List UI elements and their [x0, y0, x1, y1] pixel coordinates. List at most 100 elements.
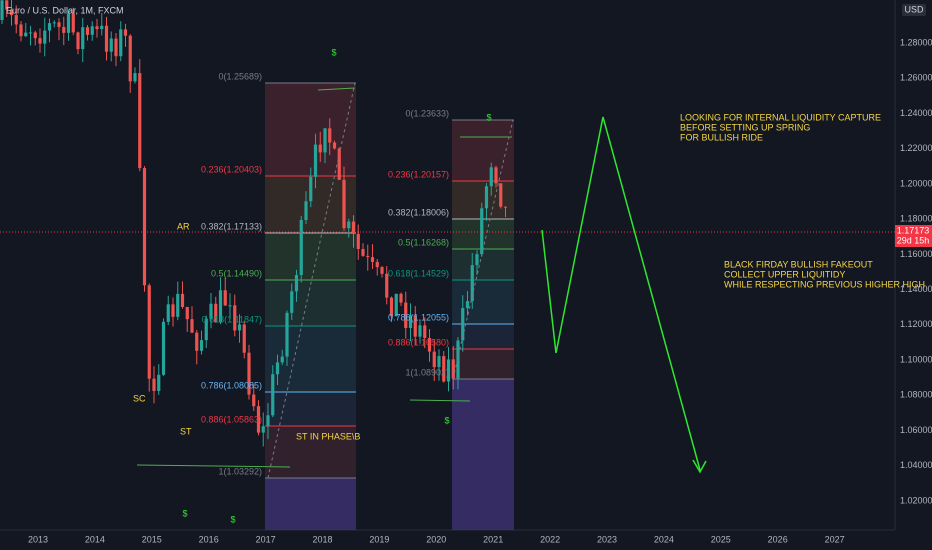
dollar-marker: $ [331, 47, 336, 57]
candle-body [190, 319, 194, 333]
candle-body [133, 73, 137, 82]
candle-body [24, 32, 28, 37]
candle-body [195, 332, 199, 351]
candle-body [261, 426, 265, 433]
price-tick-label: 1.18000 [900, 214, 932, 224]
candle-body [199, 340, 204, 351]
candle-body [356, 233, 360, 249]
fib-zones [265, 82, 514, 530]
candle-body [385, 273, 389, 298]
candle-body [209, 303, 213, 319]
annotation: SC [133, 393, 146, 403]
candle-body [223, 290, 227, 306]
candle-body [361, 248, 365, 256]
time-tick-label: 2018 [312, 534, 332, 544]
candle-body [266, 415, 270, 427]
current-price-badge [895, 225, 932, 247]
candle-body [171, 304, 175, 317]
candle-body [285, 312, 289, 357]
time-tick-label: 2015 [142, 534, 162, 544]
candle-body [475, 254, 479, 266]
note-line: BEFORE SETTING UP SPRING [680, 122, 810, 132]
symbol-title: Euro / U.S. Dollar, 1M, FXCM [6, 5, 124, 15]
candle-body [432, 351, 436, 368]
fib-label: 0.886(1.10580) [388, 337, 449, 347]
fib-label: 0.786(1.12055) [388, 312, 449, 322]
candle-body [404, 302, 408, 329]
candle-body [389, 297, 394, 317]
candle-body [0, 0, 4, 20]
price-tick-label: 1.24000 [900, 108, 932, 118]
candle-body [271, 374, 275, 416]
candle-body [66, 13, 71, 33]
fib-zone [265, 478, 356, 530]
fib-zone [452, 249, 514, 280]
candle-body [142, 168, 147, 286]
unit-badge [902, 4, 926, 16]
candle-body [109, 38, 113, 52]
annotation: AR [177, 221, 190, 231]
price-tick-label: 1.06000 [900, 425, 932, 435]
candle-body [47, 23, 52, 31]
fib-zone [452, 379, 514, 530]
price-tick-label: 1.10000 [900, 354, 932, 364]
candle-body [394, 293, 398, 317]
fib-zone [452, 120, 514, 181]
candle-body [366, 255, 370, 258]
fib-zone [265, 233, 356, 280]
candle-body [499, 183, 503, 207]
candle-body [318, 144, 322, 153]
candle-body [38, 38, 42, 44]
note-line: FOR BULLISH RIDE [680, 132, 763, 142]
countdown: 29d 15h [897, 235, 930, 245]
candle-body [247, 352, 251, 395]
candle-body [299, 219, 303, 276]
candle-body [332, 142, 337, 149]
candle-body [128, 35, 132, 82]
fib-label: 0.382(1.17133) [201, 221, 262, 231]
candle-body [119, 29, 123, 57]
price-tick-label: 1.22000 [900, 143, 932, 153]
candle-body [347, 221, 351, 229]
candle-body [494, 167, 498, 184]
dollar-marker: $ [230, 514, 235, 524]
price-tick-label: 1.14000 [900, 284, 932, 294]
candle-body [309, 176, 313, 202]
candle-body [370, 257, 375, 262]
candle-body [313, 144, 318, 177]
candle-body [233, 305, 237, 331]
candle-body [161, 321, 166, 375]
candle-body [242, 324, 246, 353]
fib-label: 0(1.23633) [405, 108, 449, 118]
time-tick-label: 2021 [483, 534, 503, 544]
candle-body [437, 356, 441, 368]
candle-body [5, 0, 9, 10]
candle-body [413, 315, 417, 337]
time-tick-label: 2024 [654, 534, 674, 544]
candle-body [176, 293, 180, 317]
candle-body [180, 293, 185, 307]
trend-line [136, 464, 291, 468]
dollar-marker: $ [182, 508, 187, 518]
candle-body [380, 267, 384, 274]
time-tick-label: 2020 [426, 534, 446, 544]
candle-body [470, 265, 474, 302]
labels: 1.28000 1.26000 1.24000 1.22000 1.20000 1.180… [28, 37, 932, 544]
fib-label: 0.618(1.11847) [202, 314, 262, 324]
time-tick-label: 2016 [199, 534, 219, 544]
fib-label: 0.5(1.14490) [211, 268, 262, 278]
candle-body [123, 29, 128, 36]
candle-body [43, 30, 47, 44]
price-tick-label: 1.16000 [900, 249, 932, 259]
fib-zone [265, 326, 356, 392]
candle-body [252, 394, 256, 407]
candle-body [304, 201, 308, 220]
time-tick-label: 2013 [28, 534, 48, 544]
candle-body [342, 179, 346, 229]
candle-body [323, 128, 327, 153]
fib-zone [265, 426, 356, 478]
annotation: ST [180, 426, 192, 436]
candle-body [214, 303, 218, 323]
candle-body [81, 27, 85, 50]
candle-body [375, 261, 379, 268]
